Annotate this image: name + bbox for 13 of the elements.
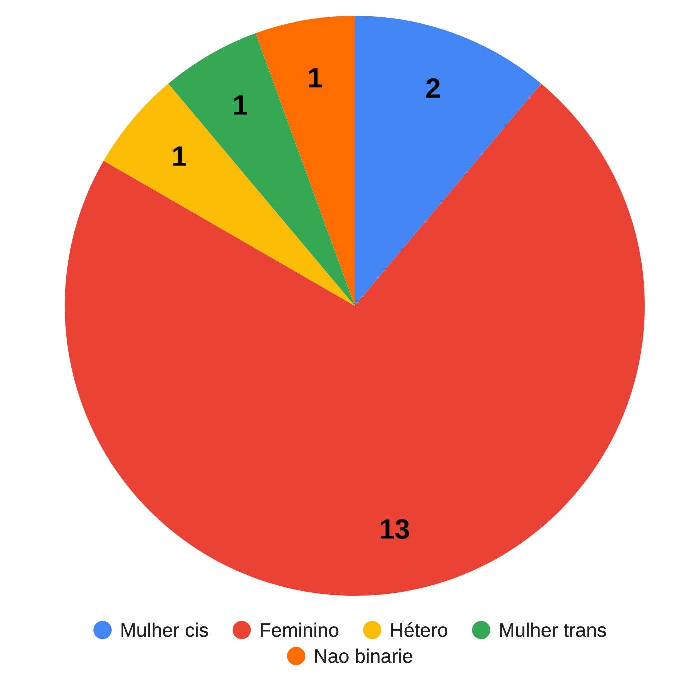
pie-slice (256, 16, 355, 306)
legend-label: Mulher trans (500, 622, 606, 638)
data-label: 13 (381, 519, 410, 540)
legend-label: Feminino (261, 622, 339, 638)
legend-label: Hétero (392, 622, 448, 638)
data-label: 1 (234, 96, 248, 115)
legend-label: Mulher cis (122, 622, 208, 638)
data-label: 1 (174, 146, 186, 166)
pie-slice (168, 33, 355, 306)
pie-slice (355, 16, 542, 306)
data-label: 2 (426, 78, 440, 98)
data-label: 1 (309, 68, 322, 88)
legend-label: Nao binarie (315, 648, 412, 664)
